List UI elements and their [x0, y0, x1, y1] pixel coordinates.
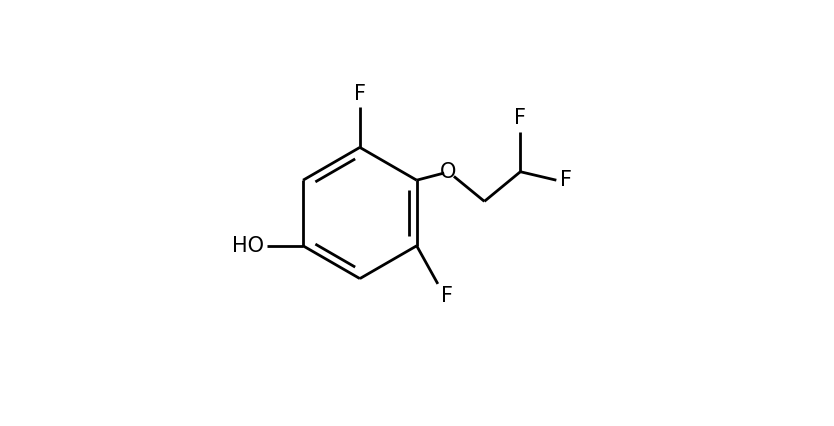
Text: O: O: [440, 162, 456, 182]
Text: F: F: [515, 108, 526, 128]
Text: F: F: [354, 84, 366, 104]
Text: HO: HO: [232, 236, 264, 256]
Text: F: F: [441, 286, 453, 306]
Text: F: F: [560, 170, 572, 190]
